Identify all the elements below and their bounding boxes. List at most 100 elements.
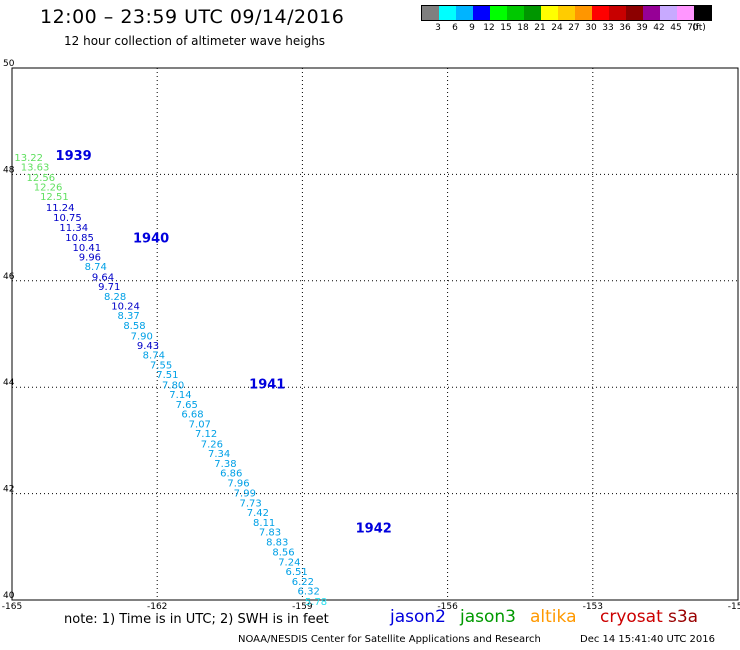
wave-height-value: 7.80: [162, 380, 184, 391]
footnote: note: 1) Time is in UTC; 2) SWH is in fe…: [64, 612, 329, 627]
legend-label: 24: [551, 23, 563, 33]
wave-height-value: 7.83: [259, 528, 281, 539]
legend-label: 42: [653, 23, 665, 33]
wave-height-value: 8.74: [85, 262, 107, 273]
legend-swatch: [439, 6, 456, 20]
legend-label: 36: [619, 23, 631, 33]
wave-height-value: 6.86: [220, 469, 242, 480]
time-labels: 1939 1940 1941 1942: [56, 149, 392, 536]
wave-height-value: 6.32: [298, 587, 320, 598]
legend-swatch: [592, 6, 609, 20]
legend-swatch: [558, 6, 575, 20]
wave-height-value: 7.55: [150, 361, 172, 372]
wave-height-value: 10.41: [73, 243, 102, 254]
legend-label: 27: [568, 23, 580, 33]
wave-height-value: 11.34: [59, 223, 88, 234]
wave-height-value: 13.22: [14, 153, 43, 164]
wave-height-value: 5.78: [305, 597, 327, 608]
wave-height-value: 9.64: [92, 272, 114, 283]
legend-swatch: [643, 6, 660, 20]
legend-swatches: [421, 5, 712, 21]
wave-height-value: 12.51: [40, 192, 69, 203]
legend-swatch: [524, 6, 541, 20]
legend-swatch: [456, 6, 473, 20]
pass-time-label: 1941: [249, 377, 285, 392]
wave-height-value: 7.42: [247, 508, 269, 519]
wave-height-value: 7.14: [169, 390, 191, 401]
wave-height-value: 7.12: [195, 429, 217, 440]
wave-height-value: 13.63: [21, 163, 50, 174]
wave-height-value: 7.34: [208, 449, 230, 460]
satellite-name-jason3: jason3: [460, 607, 516, 627]
legend-label: 15: [500, 23, 512, 33]
legend-swatch: [490, 6, 507, 20]
lat-label: 44: [3, 378, 15, 388]
map-title: 12:00 – 23:59 UTC 09/14/2016: [40, 6, 345, 28]
legend-label: 30: [585, 23, 597, 33]
wave-height-value: 7.24: [278, 557, 300, 568]
legend-swatch: [660, 6, 677, 20]
legend-swatch: [575, 6, 592, 20]
pass-time-label: 1942: [356, 521, 392, 536]
wave-height-value: 6.22: [292, 577, 314, 588]
lat-label: 48: [3, 165, 15, 175]
legend-swatch: [507, 6, 524, 20]
legend-label: 70: [687, 23, 699, 33]
legend-label: 3: [435, 23, 441, 33]
observation-points: 13.2213.6312.5612.2612.5111.2410.7511.34…: [14, 153, 327, 608]
lon-label: -153: [583, 602, 603, 610]
wave-height-value: 7.99: [234, 488, 256, 499]
wave-height-value: 9.96: [79, 253, 101, 264]
wave-height-value: 9.71: [98, 282, 120, 293]
legend-swatch: [694, 6, 711, 20]
wave-height-value: 7.51: [156, 370, 178, 381]
wave-height-value: 8.83: [266, 538, 288, 549]
legend-swatch: [609, 6, 626, 20]
axis-labels: 50 48 46 44 42 40-165 -162 -159 -156 -153 -150: [2, 59, 740, 610]
wave-height-value: 8.58: [123, 321, 145, 332]
wave-height-value: 9.43: [137, 341, 159, 352]
legend-label: 12: [483, 23, 495, 33]
wave-height-value: 6.68: [181, 410, 203, 421]
satellite-name-cryosat: cryosat: [600, 607, 663, 627]
wave-height-value: 10.75: [53, 213, 82, 224]
map-frame: [11, 67, 739, 601]
legend-label: 45: [670, 23, 682, 33]
color-legend: 3 6 9 12 15 18 21 24 27 30 33 36 39 42 45 70 (ft): [421, 5, 712, 35]
lon-label: -165: [2, 602, 22, 610]
lon-label: -162: [147, 602, 167, 610]
wave-height-value: 7.38: [214, 459, 236, 470]
wave-height-value: 7.73: [239, 498, 261, 509]
wave-height-value: 8.28: [104, 292, 126, 303]
legend-swatch: [473, 6, 490, 20]
legend-swatch: [626, 6, 643, 20]
lat-label: 46: [3, 272, 15, 282]
wave-height-value: 7.90: [131, 331, 153, 342]
wave-height-value: 7.07: [189, 420, 211, 431]
satellite-name-s3a: s3a: [668, 607, 699, 627]
wave-height-value: 6.51: [285, 567, 307, 578]
legend-label: 33: [602, 23, 614, 33]
pass-time-label: 1940: [133, 231, 169, 246]
legend-unit: (ft): [692, 23, 706, 33]
legend-label: 6: [452, 23, 458, 33]
legend-label: 9: [469, 23, 475, 33]
legend-label: 21: [534, 23, 546, 33]
legend-label: 39: [636, 23, 648, 33]
wave-height-value: 10.85: [65, 233, 94, 244]
lon-label: -159: [292, 602, 313, 610]
satellite-name-altika: altika: [530, 607, 577, 627]
lon-label: -156: [437, 602, 458, 610]
legend-swatch: [422, 6, 439, 20]
wave-height-value: 8.56: [272, 547, 294, 558]
legend-label: 18: [517, 23, 529, 33]
wave-height-value: 12.56: [27, 173, 56, 184]
legend-labels: 3 6 9 12 15 18 21 24 27 30 33 36 39 42 45 70 (ft): [421, 21, 712, 35]
wave-height-value: 10.24: [111, 302, 140, 313]
wave-height-value: 7.96: [227, 479, 249, 490]
legend-swatch: [677, 6, 694, 20]
credit-line: NOAA/NESDIS Center for Satellite Applica…: [238, 634, 541, 645]
wave-height-value: 8.37: [118, 311, 140, 322]
lat-label: 42: [3, 485, 14, 495]
wave-height-value: 12.26: [34, 182, 63, 193]
